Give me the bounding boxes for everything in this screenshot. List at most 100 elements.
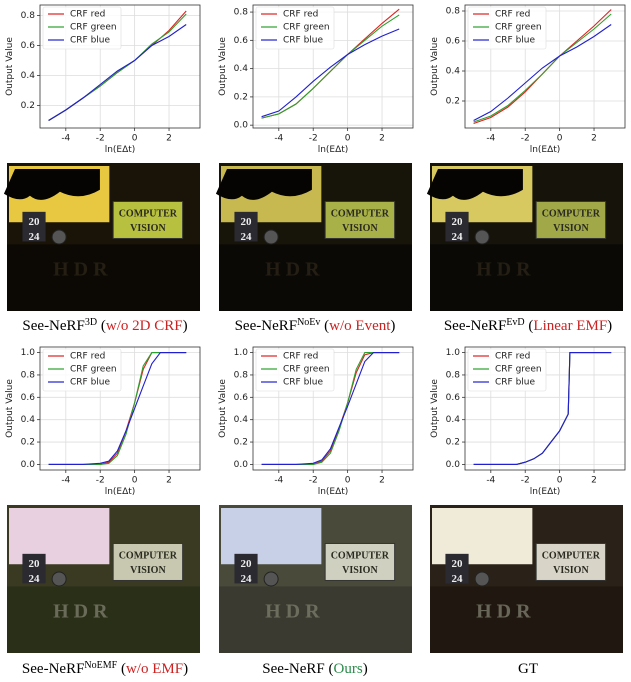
caption-part: See-NeRF [22, 661, 85, 677]
scene-board [535, 542, 607, 581]
crf-line [473, 24, 612, 121]
x-tick-label: 2 [379, 476, 385, 486]
y-tick-label: 0.6 [234, 393, 249, 403]
caption-part: ) [183, 318, 188, 334]
legend-label: CRF red [495, 352, 530, 362]
y-tick-label: 0.0 [446, 460, 461, 470]
y-tick-label: 0.4 [446, 67, 461, 77]
y-tick-label: 0.4 [234, 415, 249, 425]
x-tick-label: -4 [486, 476, 495, 486]
y-tick-label: 0.0 [234, 121, 249, 131]
y-tick-label: 0.2 [446, 438, 460, 448]
caption-part: ( [117, 661, 126, 677]
y-axis-label: Output Value [5, 37, 15, 96]
caption-part: GT [518, 661, 538, 677]
x-tick-label: 2 [379, 134, 385, 144]
y-tick-label: 1.0 [234, 348, 249, 358]
calendar-text: 20 [29, 558, 41, 570]
crf-line [473, 13, 612, 123]
scene-clock [51, 571, 67, 587]
caption-part: w/o 2D CRF [106, 318, 183, 334]
caption-part: ) [390, 318, 395, 334]
board-text: COMPUTER [119, 550, 178, 561]
caption-part: w/o EMF [126, 661, 183, 677]
x-tick-label: -2 [96, 134, 105, 144]
x-tick-label: -4 [274, 476, 283, 486]
calendar-text: 24 [29, 231, 41, 243]
legend-label: CRF blue [70, 378, 110, 388]
scene-floor [430, 586, 623, 653]
y-tick-label: 0.8 [446, 370, 461, 380]
sign-text: H D R [476, 258, 531, 280]
calendar-text: 24 [452, 573, 464, 585]
caption: See-NeRFNoEMF (w/o EMF) [22, 660, 188, 678]
x-tick-label: -2 [521, 134, 530, 144]
caption-part: ( [320, 318, 329, 334]
crf-line [261, 28, 400, 118]
caption: GT [518, 661, 538, 677]
board-text: VISION [553, 565, 589, 576]
legend-label: CRF red [70, 10, 105, 20]
x-tick-label: -2 [309, 476, 318, 486]
sign-text: H D R [53, 600, 108, 622]
y-axis-label: Output Value [218, 37, 228, 96]
calendar-text: 20 [452, 216, 464, 228]
plot-frame [39, 4, 201, 129]
legend-label: CRF red [495, 10, 530, 20]
scene-floor [219, 586, 412, 653]
scene-calendar [445, 211, 469, 242]
calendar-text: 24 [452, 231, 464, 243]
x-tick-label: -4 [274, 134, 283, 144]
crf-line [473, 352, 612, 465]
scene-image: COMPUTER VISION 20 24 H D R [430, 505, 623, 653]
crf-line [261, 14, 400, 119]
scene-floor [7, 586, 200, 653]
scene-clock [263, 571, 279, 587]
scene-image: COMPUTER VISION 20 24 H D R [215, 163, 412, 311]
y-tick-label: 0.8 [234, 370, 249, 380]
scene-saturation [3, 169, 100, 200]
calendar-text: 24 [29, 573, 41, 585]
legend-box [467, 348, 547, 392]
scene-calendar [234, 553, 258, 584]
sign-text: H D R [476, 600, 531, 622]
legend-label: CRF green [283, 365, 330, 375]
y-tick-label: 0.2 [234, 438, 248, 448]
legend-label: CRF blue [495, 36, 535, 46]
board-text: VISION [130, 565, 166, 576]
calendar-text: 24 [241, 231, 253, 243]
plot-frame [464, 346, 626, 471]
caption-part: w/o Event [329, 318, 391, 334]
legend-label: CRF blue [495, 378, 535, 388]
scene-floor [430, 244, 623, 311]
scene-floor [219, 244, 412, 311]
scene-board [324, 542, 396, 581]
scene-image: COMPUTER VISION 20 24 H D R [3, 163, 200, 311]
y-tick-label: 0.6 [446, 37, 461, 47]
legend-label: CRF blue [283, 378, 323, 388]
caption-part: ( [97, 318, 106, 334]
plot-frame [39, 346, 201, 471]
legend-label: CRF red [283, 352, 318, 362]
legend-box [42, 6, 122, 50]
board-text: COMPUTER [119, 208, 178, 219]
calendar-text: 20 [241, 216, 253, 228]
scene-board [535, 200, 607, 239]
caption-part: ) [183, 661, 188, 677]
scene-saturation [426, 169, 523, 200]
board-text: VISION [342, 565, 378, 576]
board-text: COMPUTER [331, 550, 390, 561]
scene-clock [51, 229, 67, 245]
sign-text: H D R [265, 600, 320, 622]
legend-label: CRF blue [70, 36, 110, 46]
caption: See-NeRFEvD (Linear EMF) [444, 317, 612, 335]
legend-label: CRF green [70, 365, 117, 375]
legend-box [42, 348, 122, 392]
x-axis-label: ln(EΔt) [105, 145, 136, 155]
scene-clock [263, 229, 279, 245]
scene-image: COMPUTER VISION 20 24 H D R [7, 505, 200, 653]
y-tick-label: 0.8 [446, 7, 461, 17]
x-axis-label: ln(EΔt) [530, 487, 561, 497]
caption-part: See-NeRF ( [262, 661, 333, 677]
